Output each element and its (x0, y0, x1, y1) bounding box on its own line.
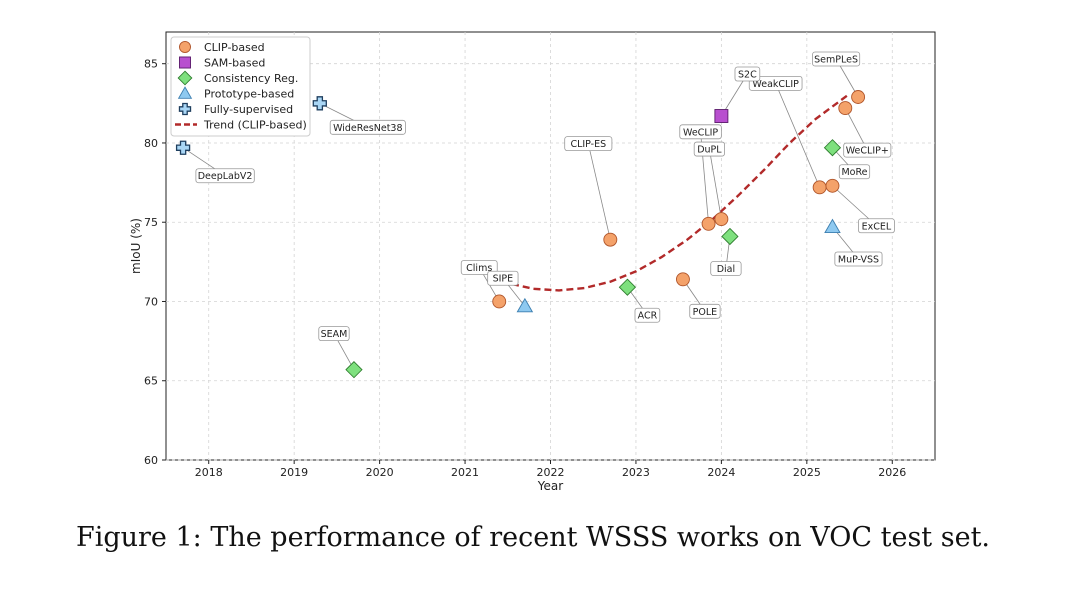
data-point (675, 272, 690, 287)
point-label: SIPE (493, 274, 514, 285)
point-label-box (634, 307, 661, 323)
point-label: WeakCLIP (752, 79, 799, 90)
data-point (175, 140, 191, 155)
point-label: WideResNet38 (333, 123, 402, 134)
data-point (492, 294, 507, 309)
point-label: Dial (717, 264, 735, 275)
point-label-box (318, 326, 350, 342)
data-point (721, 227, 739, 246)
legend-label: SAM-based (204, 57, 265, 70)
point-label-box (710, 261, 742, 276)
x-tick-label: 2023 (622, 466, 650, 479)
point-label: CLIP-ES (570, 139, 606, 150)
legend-swatch (177, 70, 193, 86)
x-tick-label: 2020 (366, 466, 394, 479)
trend-line (511, 92, 851, 292)
grid (166, 32, 935, 461)
point-label: WeCLIP+ (846, 146, 889, 157)
legend-label: Trend (CLIP-based) (203, 119, 307, 132)
point-layer (175, 90, 866, 379)
axis-layer: 2018 2019 2020 2021 2022 2023 2024 2025 2026 60 65… (129, 58, 906, 493)
point-label: SemPLeS (814, 54, 858, 65)
legend-label: CLIP-based (204, 41, 265, 54)
point-label: WeCLIP (683, 127, 718, 138)
y-tick-label: 70 (144, 295, 158, 308)
point-label-box (843, 142, 892, 158)
point-label-box (748, 75, 803, 91)
data-point (851, 90, 866, 104)
y-tick-label: 65 (144, 375, 158, 388)
point-label-box (689, 303, 721, 319)
legend-label: Fully-supervised (204, 103, 293, 116)
data-point (603, 232, 618, 247)
point-label-box (460, 260, 498, 275)
data-point (516, 297, 534, 313)
point-label-box (812, 51, 861, 67)
point-label: ACR (638, 311, 658, 322)
point-label-box (858, 218, 895, 234)
point-label: S2C (738, 70, 757, 81)
legend-swatch (177, 86, 193, 99)
data-point (618, 278, 637, 296)
y-tick-label: 60 (144, 454, 158, 467)
point-label-box (693, 141, 725, 157)
point-label-box (564, 136, 613, 152)
trend-layer (511, 92, 851, 292)
point-label: MoRe (841, 167, 867, 178)
legend: CLIP-based SAM-based Consistency Reg. Proto… (170, 36, 311, 137)
figure-caption: Figure 1: The performance of recent WSSS… (75, 522, 991, 553)
legend-swatch (178, 102, 192, 116)
point-label-box (329, 119, 406, 135)
legend-label: Consistency Reg. (204, 72, 298, 85)
point-label-box (487, 270, 519, 286)
point-label: ExCEL (862, 221, 892, 232)
data-point (812, 180, 827, 195)
x-tick-label: 2022 (537, 466, 565, 479)
point-label-box (838, 164, 871, 180)
point-label-box (734, 66, 761, 82)
point-label: Clims (466, 263, 492, 274)
x-tick-label: 2026 (878, 466, 906, 479)
data-point (312, 96, 327, 111)
legend-swatch (179, 41, 191, 53)
y-axis-title: mIoU (%) (129, 218, 143, 274)
annotation-leader (708, 148, 722, 220)
point-label: DuPL (697, 145, 722, 156)
point-label-box (834, 251, 883, 267)
annotation-layer: Clims CLIP-ES POLE WeCLIP DuPL WeakCLIP ExCEL W… (182, 51, 895, 370)
annotation-leader (775, 83, 821, 188)
data-point (701, 216, 716, 231)
point-label-box (195, 168, 255, 184)
x-tick-label: 2024 (707, 466, 735, 479)
y-tick-label: 75 (144, 216, 158, 229)
x-tick-label: 2018 (195, 466, 223, 479)
y-tick-label: 80 (144, 137, 158, 150)
legend-label: Prototype-based (204, 88, 294, 101)
legend-box (170, 36, 311, 137)
x-tick-label: 2025 (793, 466, 821, 479)
data-point (714, 109, 729, 123)
point-label: POLE (693, 307, 718, 318)
point-label: SEAM (321, 329, 348, 340)
y-tick-label: 85 (144, 58, 158, 71)
legend-swatch (179, 56, 191, 69)
x-tick-label: 2021 (451, 466, 479, 479)
point-label: DeepLabV2 (198, 171, 253, 182)
point-label-box (679, 124, 722, 140)
data-point (824, 218, 841, 234)
data-point (825, 178, 840, 193)
data-point (714, 212, 729, 227)
data-point (345, 361, 363, 379)
x-tick-label: 2019 (280, 466, 308, 479)
point-label: MuP-VSS (838, 254, 879, 265)
x-axis-title: Year (537, 479, 563, 493)
data-point (823, 139, 842, 157)
data-point (838, 101, 853, 116)
annotation-leader (587, 143, 611, 240)
scatter-chart: Clims CLIP-ES POLE WeCLIP DuPL WeakCLIP ExCEL W… (129, 31, 936, 493)
